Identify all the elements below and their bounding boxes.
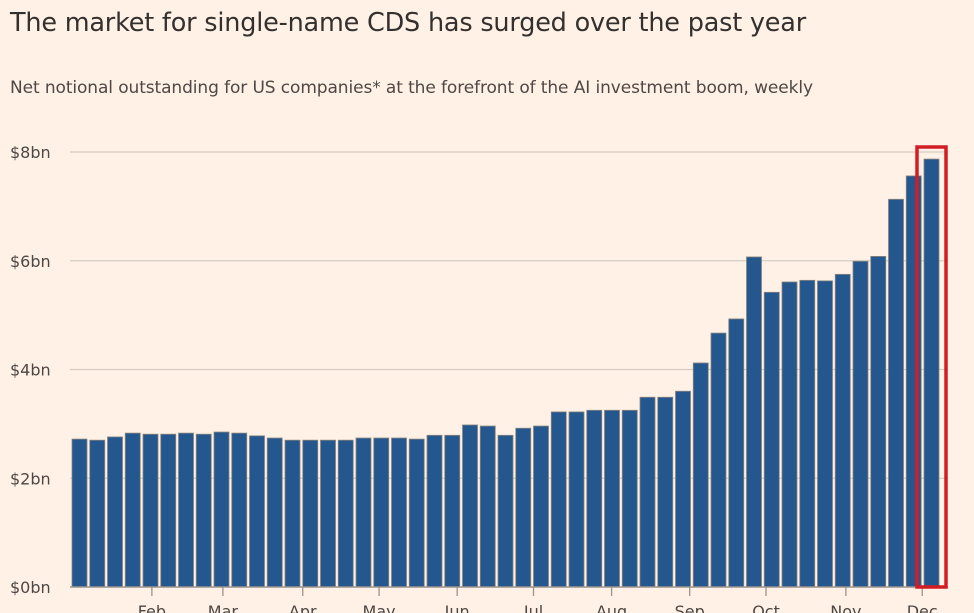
bar (763, 291, 780, 588)
bar (834, 273, 851, 588)
x-tick-label: Nov (830, 602, 861, 613)
x-tick-label: Dec (907, 602, 938, 613)
bar (444, 434, 461, 588)
bar (728, 318, 745, 588)
annotations (915, 145, 948, 589)
bar (391, 437, 407, 588)
bar (124, 432, 141, 588)
bar (107, 436, 123, 588)
y-tick-label: $8bn (10, 143, 51, 162)
chart-title: The market for single-name CDS has surge… (10, 8, 806, 38)
bar (462, 424, 478, 588)
x-tick-label: Sep (675, 602, 705, 613)
bar (89, 439, 106, 588)
highlight-box (915, 145, 948, 589)
bar (604, 409, 620, 588)
y-axis-labels: $0bn $2bn $4bn $6bn $8bn (10, 143, 51, 597)
bar (533, 425, 549, 588)
bar (621, 409, 638, 588)
bar (710, 332, 727, 588)
x-tick-label: Apr (289, 602, 317, 613)
bar (142, 433, 159, 588)
x-tick-label: Mar (208, 602, 239, 613)
bar (373, 437, 390, 588)
bars (71, 158, 940, 588)
bar (355, 437, 372, 588)
x-tick-label: Aug (596, 602, 627, 613)
y-tick-label: $6bn (10, 252, 51, 271)
bar (888, 198, 904, 588)
bar (320, 439, 336, 588)
bar (639, 396, 656, 588)
bar (586, 409, 603, 588)
bar (479, 425, 496, 588)
bar (515, 427, 532, 588)
bar (249, 435, 265, 588)
bar (799, 279, 816, 588)
x-tick-label: Oct (752, 602, 780, 613)
x-tick-label: Feb (138, 602, 166, 613)
bar (213, 431, 230, 588)
bar (178, 432, 194, 588)
bar (568, 411, 585, 588)
y-tick-label: $2bn (10, 469, 51, 488)
bar (337, 439, 354, 588)
bar (781, 281, 798, 588)
bar (302, 439, 319, 588)
bar (195, 433, 212, 588)
bar (817, 280, 833, 588)
bar (852, 260, 869, 588)
y-tick-label: $4bn (10, 361, 51, 380)
bar (870, 255, 887, 588)
bar (284, 439, 301, 588)
bar (497, 434, 514, 588)
bar (426, 434, 443, 588)
gridlines (70, 151, 948, 479)
bar (231, 432, 248, 588)
bar (71, 438, 88, 588)
bar (923, 158, 940, 588)
x-tick-label: Jun (444, 602, 470, 613)
bar (266, 437, 283, 588)
bar (746, 256, 762, 588)
y-tick-label: $0bn (10, 578, 51, 597)
x-tick-label: Jul (523, 602, 543, 613)
bar (905, 175, 922, 588)
bar (675, 390, 691, 588)
bar (160, 433, 177, 588)
bar (657, 396, 674, 588)
bar (408, 438, 425, 588)
chart-subtitle: Net notional outstanding for US companie… (10, 78, 813, 98)
bar (550, 411, 567, 588)
bar (692, 362, 709, 588)
x-tick-label: May (363, 602, 396, 613)
x-axis: Feb Mar Apr May Jun Jul Aug Sep Oct Nov Dec (70, 586, 948, 613)
